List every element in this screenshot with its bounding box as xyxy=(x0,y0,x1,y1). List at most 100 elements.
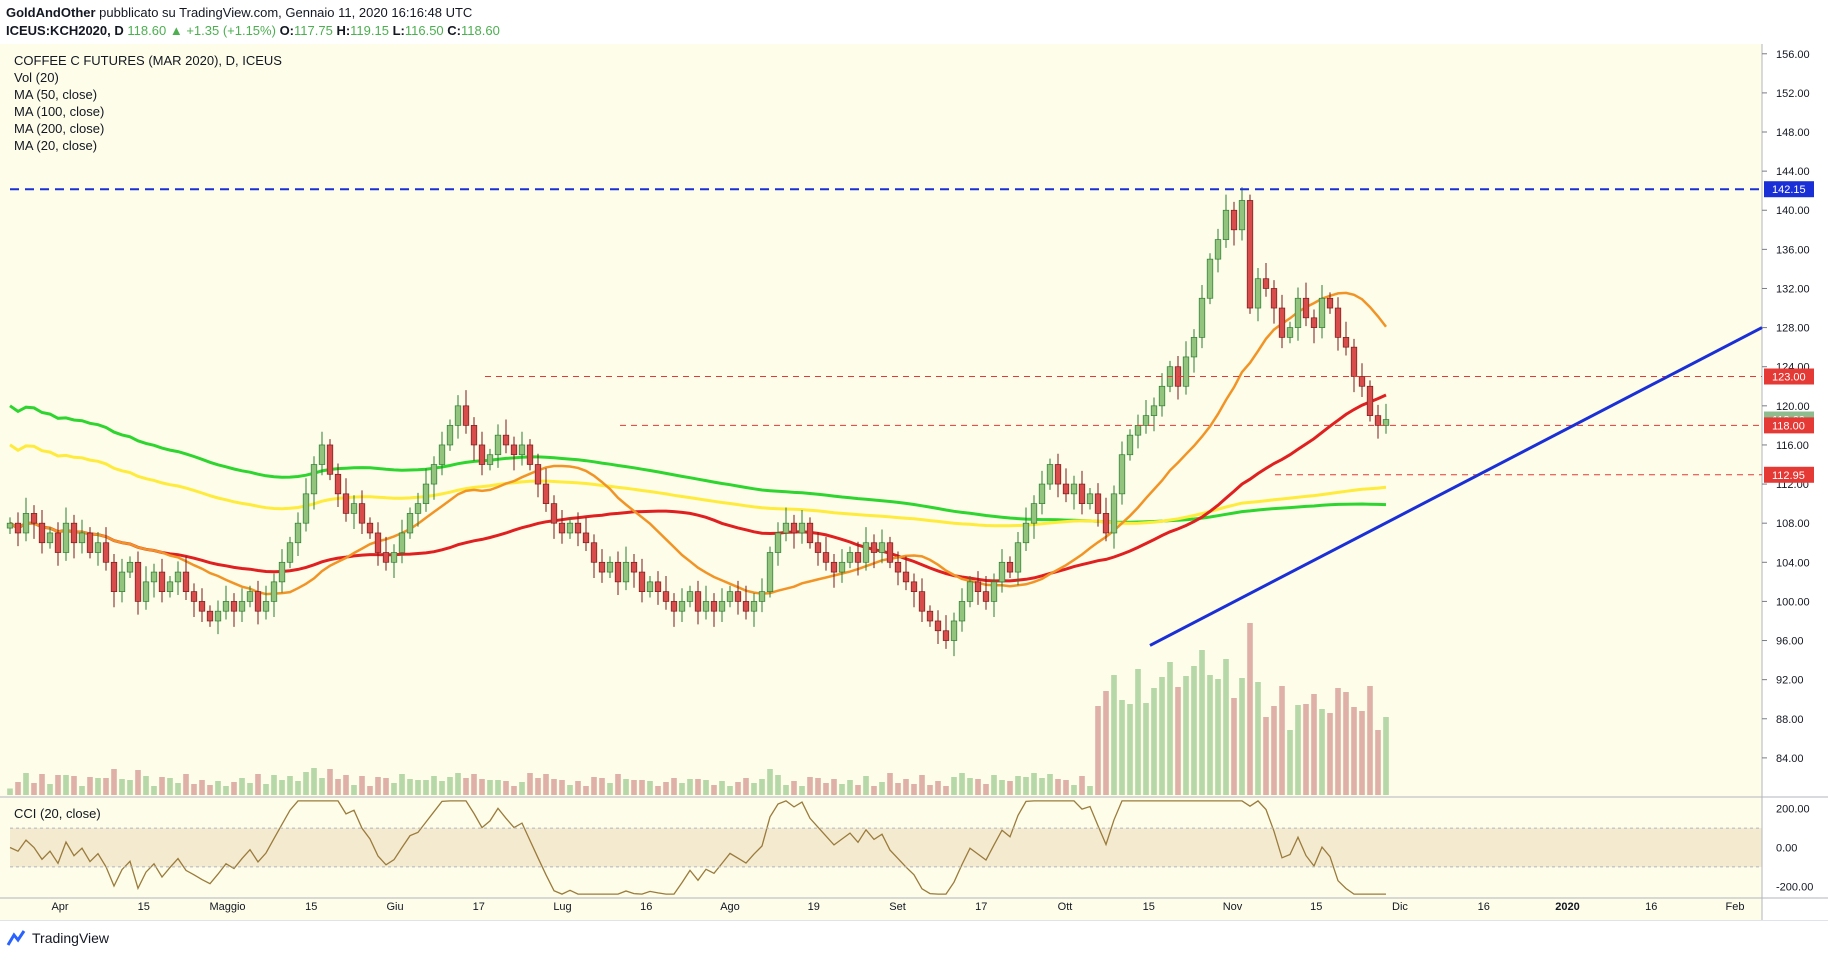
volume-bar xyxy=(983,784,989,795)
candle xyxy=(1206,258,1214,299)
volume-bar xyxy=(751,783,757,795)
x-tick-label: 15 xyxy=(305,901,317,913)
open-label: O: xyxy=(279,23,295,38)
candle xyxy=(382,552,390,563)
candle xyxy=(342,493,350,514)
x-tick-label: 2020 xyxy=(1555,901,1579,913)
candle xyxy=(1198,297,1206,338)
candle xyxy=(950,620,958,641)
y-tick-label: 88.00 xyxy=(1776,714,1804,726)
volume-bar xyxy=(631,780,637,795)
candle xyxy=(46,532,54,544)
candle xyxy=(726,591,734,602)
volume-bar xyxy=(1263,717,1269,795)
volume-bar xyxy=(103,778,109,795)
volume-bar xyxy=(991,775,997,795)
candle xyxy=(974,581,982,592)
cci-legend[interactable]: CCI (20, close) xyxy=(14,806,101,821)
volume-bar xyxy=(391,783,397,795)
legend-ma20[interactable]: MA (20, close) xyxy=(14,138,98,153)
volume-bar xyxy=(1191,666,1197,795)
last-price: 118.60 xyxy=(127,23,167,38)
volume-bar xyxy=(743,778,749,795)
candle xyxy=(318,444,326,465)
price-label: 142.15 xyxy=(1772,184,1806,196)
high-value: 119.15 xyxy=(350,23,389,38)
price-chart[interactable]: 84.00 88.00 92.00 96.00 100.00 104.00 108.00 11… xyxy=(0,0,1828,920)
volume-bar xyxy=(567,785,573,795)
volume-bar xyxy=(71,776,77,795)
price-label-box xyxy=(1764,417,1814,434)
volume-bar xyxy=(791,781,797,795)
trendline xyxy=(1149,326,1763,647)
candle xyxy=(686,591,694,602)
volume-bar xyxy=(119,779,125,795)
volume-bar xyxy=(303,772,309,795)
candle xyxy=(214,610,222,622)
candle xyxy=(438,444,446,465)
x-tick-label: 19 xyxy=(808,901,820,913)
candle xyxy=(1014,542,1022,573)
ohlc-line: ICEUS:KCH2020, D 118.60 ▲ +1.35 (+1.15%)… xyxy=(6,23,500,38)
candle xyxy=(1350,346,1358,377)
candle xyxy=(1046,464,1054,485)
volume-bar xyxy=(367,786,373,795)
volume-bar xyxy=(815,778,821,795)
volume-bar xyxy=(1071,785,1077,795)
volume-bar xyxy=(495,780,501,795)
x-tick-label: Giu xyxy=(386,901,403,913)
legend-title: COFFEE C FUTURES (MAR 2020), D, ICEUS xyxy=(14,53,282,68)
x-tick-label: Ago xyxy=(720,901,740,913)
candle xyxy=(566,522,574,534)
indicator-legend: COFFEE C FUTURES (MAR 2020), D, ICEUS Vo… xyxy=(14,52,282,154)
candle xyxy=(1294,297,1302,328)
y-tick-label: 128.00 xyxy=(1776,323,1810,335)
candle xyxy=(1238,200,1246,231)
candle xyxy=(894,561,902,573)
candle xyxy=(1222,209,1230,240)
tradingview-logo-icon[interactable] xyxy=(6,929,26,947)
volume-bar xyxy=(143,776,149,795)
volume-bar xyxy=(847,780,853,795)
candle xyxy=(1038,483,1046,504)
volume-bar xyxy=(599,778,605,795)
legend-ma100[interactable]: MA (100, close) xyxy=(14,104,105,119)
legend-ma50[interactable]: MA (50, close) xyxy=(14,87,98,102)
y-tick-label: 84.00 xyxy=(1776,753,1804,765)
candle xyxy=(430,464,438,485)
candle xyxy=(990,581,998,602)
volume-bar xyxy=(1383,717,1389,795)
legend-ma200[interactable]: MA (200, close) xyxy=(14,121,105,136)
candle xyxy=(470,425,478,446)
volume-bar xyxy=(159,777,165,795)
price-label: 123.00 xyxy=(1772,371,1806,383)
cci-line xyxy=(9,800,1386,895)
candle xyxy=(798,522,806,534)
volume-bar xyxy=(319,778,325,795)
volume-bar xyxy=(1271,706,1277,795)
candle xyxy=(390,552,398,563)
candle xyxy=(694,591,702,612)
candle xyxy=(1102,513,1110,534)
volume-bar xyxy=(1247,623,1253,795)
volume-bar xyxy=(279,780,285,795)
y-tick-label: 148.00 xyxy=(1776,127,1810,139)
candle xyxy=(334,473,342,495)
candle xyxy=(1358,376,1366,387)
volume-bar xyxy=(1175,687,1181,795)
volume-bar xyxy=(15,782,21,795)
candle xyxy=(494,434,502,456)
legend-vol[interactable]: Vol (20) xyxy=(14,70,59,85)
y-tick-label: 140.00 xyxy=(1776,205,1810,217)
tradingview-brand[interactable]: TradingView xyxy=(32,930,110,946)
volume-bar xyxy=(479,779,485,795)
x-tick-label: Maggio xyxy=(209,901,245,913)
open-value: 117.75 xyxy=(294,23,333,38)
volume-bar xyxy=(423,780,429,795)
candle xyxy=(374,532,382,553)
candle xyxy=(158,571,166,592)
candle xyxy=(814,542,822,553)
volume-bar xyxy=(535,778,541,795)
volume-bar xyxy=(63,775,69,795)
volume-bar xyxy=(1103,691,1109,795)
